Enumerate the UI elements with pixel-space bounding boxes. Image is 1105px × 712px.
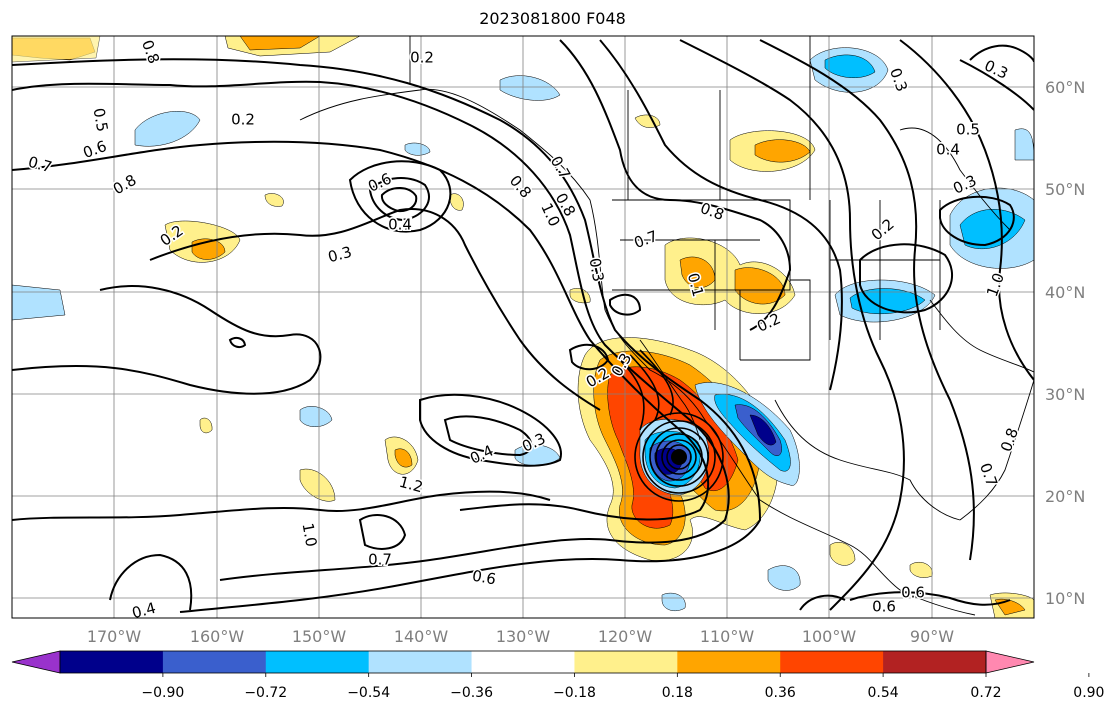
lon-tick-label: 160°W: [190, 627, 245, 646]
lon-tick-label: 170°W: [87, 627, 142, 646]
map-frame: [11, 35, 1035, 619]
colorbar-segment: [368, 651, 473, 673]
contour-label: 1.0: [299, 522, 321, 549]
colorbar-segment: [162, 651, 267, 673]
colorbar-extend-high: [985, 650, 1035, 674]
colorbar-tick-label: 0.90: [1073, 685, 1104, 701]
lon-tick-label: 90°W: [910, 627, 954, 646]
lat-tick-label: 30°N: [1045, 385, 1085, 404]
storm-center-marker: [671, 449, 687, 465]
lat-tick-label: 40°N: [1045, 283, 1085, 302]
lon-tick-label: 100°W: [802, 627, 857, 646]
lat-tick-label: 60°N: [1045, 78, 1085, 97]
contour-label: 0.4: [388, 216, 412, 234]
colorbar-segment: [574, 651, 678, 673]
lat-tick-label: 20°N: [1045, 487, 1085, 506]
contour-label: 0.5: [956, 121, 980, 139]
colorbar-segment: [883, 651, 987, 673]
colorbar: [11, 650, 1035, 674]
contour-label: 0.6: [901, 584, 925, 602]
colorbar-segment: [780, 651, 884, 673]
lon-tick-label: 150°W: [292, 627, 347, 646]
lat-tick-label: 50°N: [1045, 180, 1085, 199]
contour-label: 0.7: [388, 216, 412, 234]
contour-label: 0.2: [231, 111, 255, 129]
colorbar-tick-label: −0.54: [347, 685, 390, 701]
contour-label: 0.3: [586, 257, 608, 284]
colorbar-tick-label: −0.90: [141, 685, 184, 701]
contour-label: 0.6: [872, 598, 896, 616]
storm-contours: [619, 349, 724, 502]
lon-tick-label: 140°W: [394, 627, 449, 646]
colorbar-labels: −0.90 −0.72 −0.54 −0.36 −0.18 0.18 0.36 0.54 0.7…: [141, 673, 1104, 701]
colorbar-frame: [59, 650, 987, 674]
colorbar-extend-low: [11, 650, 61, 674]
longitude-labels: 170°W 160°W 150°W 140°W 130°W 120°W 110°W 100°W…: [87, 627, 954, 646]
colorbar-tick-label: 0.72: [970, 685, 1001, 701]
colorbar-tick-label: −0.36: [450, 685, 493, 701]
contour-label: 0.5: [90, 107, 112, 134]
colorbar-segment: [265, 651, 370, 673]
lon-tick-label: 130°W: [496, 627, 551, 646]
colorbar-tick-label: 0.18: [662, 685, 693, 701]
colorbar-tick-label: 0.36: [765, 685, 796, 701]
colorbar-segment: [677, 651, 781, 673]
contour-label: 0.4: [130, 599, 158, 623]
colorbar-tick-label: −0.18: [553, 685, 596, 701]
latitude-labels: 10°N 20°N 30°N 40°N 50°N 60°N: [1045, 78, 1085, 608]
lon-tick-label: 110°W: [700, 627, 755, 646]
colorbar-segment: [471, 651, 575, 673]
map-title: 2023081800 F048: [479, 9, 626, 28]
lat-tick-label: 10°N: [1045, 589, 1085, 608]
colorbar-tick-label: 0.54: [868, 685, 899, 701]
contour-label: 0.2: [410, 49, 434, 67]
colorbar-tick-label: −0.72: [244, 685, 287, 701]
colorbar-segment: [60, 651, 164, 673]
contour-label: 0.7: [368, 551, 392, 569]
contour-label: 0.4: [936, 141, 960, 159]
lon-tick-label: 120°W: [598, 627, 653, 646]
